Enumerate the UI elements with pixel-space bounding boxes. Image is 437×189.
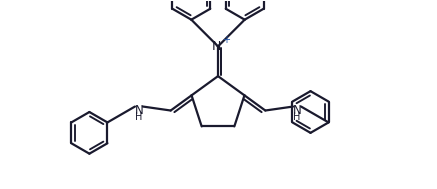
Text: H: H [135,112,142,122]
Text: N: N [212,40,221,53]
Text: H: H [293,112,301,122]
Text: N: N [293,104,302,117]
Text: N: N [135,104,143,117]
Text: +: + [222,35,230,45]
